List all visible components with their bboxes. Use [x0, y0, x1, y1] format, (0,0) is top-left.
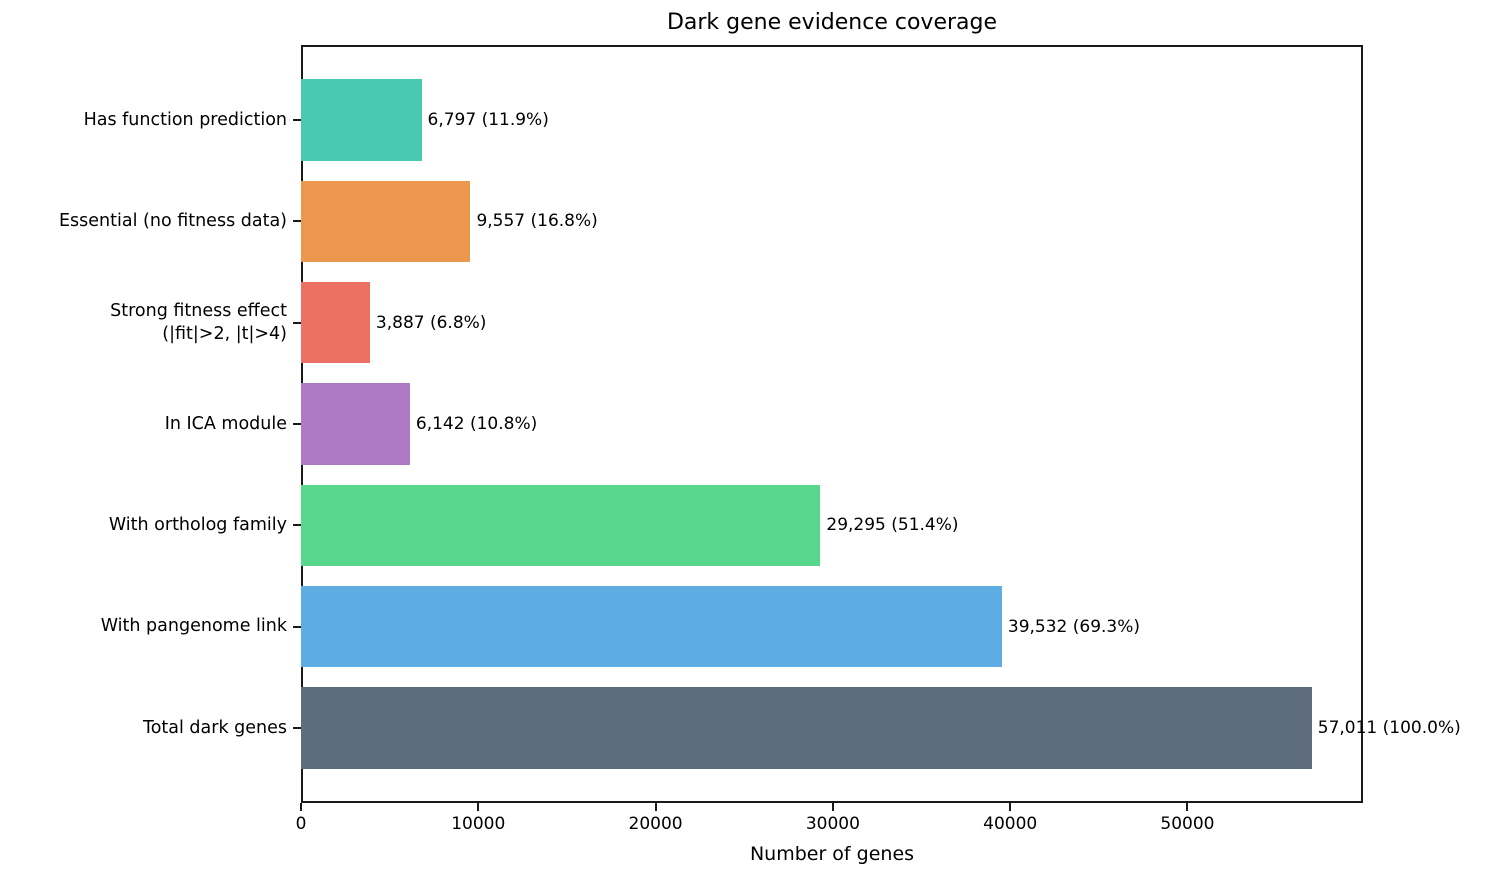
x-axis-label: Number of genes [749, 843, 915, 865]
x-tick-mark [477, 803, 480, 811]
bar-value-label: 39,532 (69.3%) [1007, 616, 1141, 637]
bar [301, 687, 1312, 769]
bar-value-label: 6,142 (10.8%) [415, 414, 538, 434]
bar-value-label: 9,557 (16.8%) [476, 211, 598, 232]
x-tick-label: 50000 [1160, 814, 1215, 834]
bar-value-label: 29,295 (51.4%) [826, 515, 959, 536]
bar-value-label: 6,797 (11.9%) [427, 109, 549, 130]
y-category-label: With ortholog family [108, 515, 287, 536]
x-tick-label: 0 [295, 814, 307, 834]
bar [301, 79, 422, 161]
y-category-label: Essential (no fitness data) [59, 211, 287, 232]
bar [301, 180, 471, 262]
x-tick-label: 20000 [628, 814, 683, 834]
y-tick-mark [293, 727, 301, 729]
y-category-label: With pangenome link [100, 616, 287, 637]
y-tick-mark [293, 118, 301, 121]
plot-area [301, 45, 1363, 803]
y-category-label: Total dark genes [142, 717, 287, 738]
y-tick-mark [293, 423, 301, 425]
x-tick-mark [1009, 803, 1012, 811]
bar-value-label: 57,011 (100.0%) [1317, 718, 1461, 738]
x-tick-mark [831, 803, 834, 811]
y-tick-mark [293, 524, 301, 527]
chart-title: Dark gene evidence coverage [666, 10, 998, 35]
bar-value-label: 3,887 (6.8%) [375, 312, 487, 333]
x-tick-mark [300, 803, 302, 811]
bar [301, 484, 821, 566]
y-category-label: Has function prediction [83, 109, 287, 130]
x-tick-label: 30000 [805, 814, 860, 834]
x-tick-label: 10000 [451, 814, 506, 834]
x-tick-label: 40000 [983, 814, 1038, 834]
y-tick-mark [293, 321, 301, 324]
x-tick-mark [1186, 803, 1189, 811]
bar [301, 586, 1002, 668]
y-tick-mark [293, 625, 301, 628]
bar [301, 383, 410, 465]
y-category-label: In ICA module [164, 413, 287, 434]
bar [301, 282, 370, 364]
x-tick-mark [654, 803, 657, 811]
y-tick-mark [293, 220, 301, 223]
y-category-label: Strong fitness effect (|fit|>2, |t|>4) [110, 301, 287, 344]
